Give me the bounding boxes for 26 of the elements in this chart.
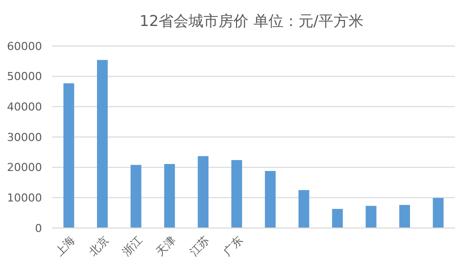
bar — [264, 170, 276, 228]
bar — [332, 208, 343, 228]
bar — [63, 83, 74, 228]
y-tick-label: 10000 — [7, 192, 42, 205]
y-tick-label: 30000 — [7, 130, 42, 144]
bar — [198, 156, 208, 228]
y-tick-label: 20000 — [7, 161, 42, 174]
y-tick-label: 0 — [35, 222, 42, 235]
x-tick-label: 上海 — [52, 234, 78, 258]
bar — [97, 60, 108, 228]
y-tick-label: 40000 — [7, 100, 42, 114]
bar — [231, 160, 242, 228]
chart-title: 12省会城市房价 单位：元/平方米 — [140, 12, 364, 30]
bar — [298, 190, 310, 228]
bar — [130, 164, 142, 228]
bar — [164, 164, 175, 228]
bar — [366, 206, 376, 228]
bar — [432, 198, 444, 228]
y-tick-label: 60000 — [7, 40, 42, 53]
y-tick-label: 50000 — [7, 70, 42, 84]
x-tick-label: 浙江 — [120, 234, 145, 258]
bar — [399, 204, 410, 228]
x-tick-label: 天津 — [154, 234, 178, 258]
x-tick-label: 北京 — [86, 234, 112, 258]
x-tick-label: 江苏 — [187, 234, 212, 258]
x-tick-label: 广东 — [220, 234, 246, 258]
